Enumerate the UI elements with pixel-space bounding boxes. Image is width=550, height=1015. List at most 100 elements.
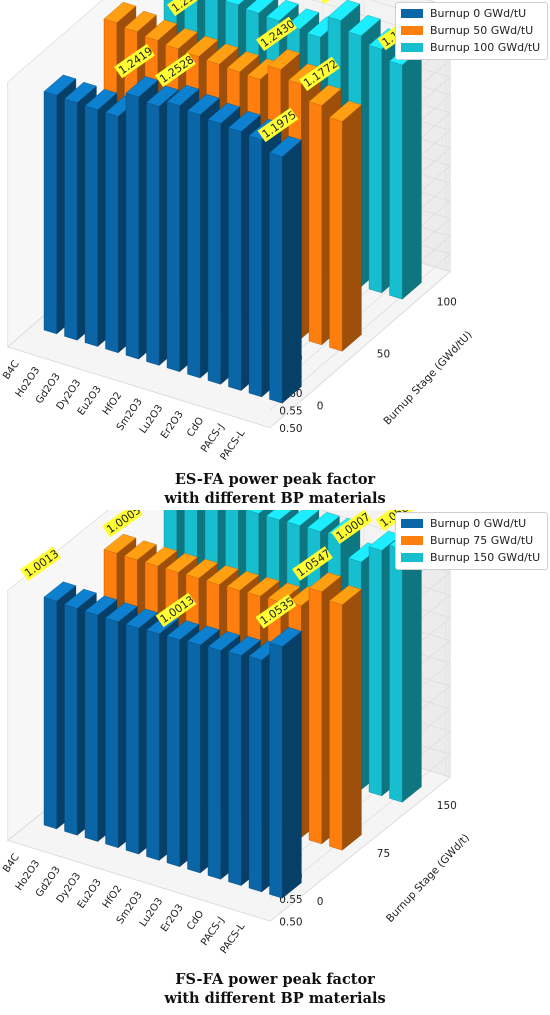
bar-top [228,110,261,132]
x-tick-label: HfO2 [101,390,125,417]
bar-top [247,576,280,597]
bar-front [269,152,283,404]
legend-label: Burnup 0 GWd/tU [430,7,527,20]
data-label-box [257,107,299,143]
bar-top [84,595,118,616]
bar-top [124,540,157,561]
x-tick-label: B4C [1,852,22,875]
caption-line-1: FS-FA power peak factor [175,971,375,988]
bar-top [226,571,260,591]
x-tick-label: Eu2O3 [76,384,104,418]
bar-top [269,627,302,647]
bar-front [64,98,78,341]
bar-front [105,112,119,354]
bar-top [226,51,260,73]
bar-top [245,0,275,14]
bar [389,44,422,300]
bar-top [267,48,301,71]
y-tick-label: 50 [377,349,390,361]
data-label-box [255,594,297,629]
x-tick-label: Er2O3 [159,902,186,934]
bar-top [144,19,178,41]
bar-top [308,84,342,106]
bar-front [187,110,201,379]
data-label-box [256,16,297,52]
y-tick-label: 0 [317,401,324,413]
bar-front [207,119,221,385]
bar-front [269,642,283,899]
legend-label: Burnup 150 GWd/tU [430,551,541,564]
bar-top [206,565,239,585]
y-tick-label: 0 [317,896,324,908]
legend-fs-fa: Burnup 0 GWd/tU Burnup 75 GWd/tU Burnup … [395,512,548,570]
bar [329,585,362,851]
y-tick-label: 100 [437,297,457,309]
legend-item-burnup-0: Burnup 0 GWd/tU [396,5,547,22]
bar [329,100,362,352]
legend-item-burnup-50: Burnup 50 GWd/tU [396,22,547,39]
bar-front [105,617,119,849]
bars [43,510,422,899]
bar-top [43,74,77,96]
y-tick-label: 150 [437,800,457,812]
bars [43,0,422,404]
legend-swatch-cyan [401,553,423,562]
x-tick-label: CdO [185,909,206,933]
bar-top [228,636,261,656]
data-label-box [155,52,196,88]
legend-item-burnup-150: Burnup 150 GWd/tU [396,549,547,566]
data-label-box [155,592,197,628]
legend-swatch-blue [401,9,423,18]
data-label-box [20,546,61,582]
y-axis-label: Burnup Stage (GWd/t) [384,832,472,925]
bar-front [64,604,78,836]
bar-top [187,625,220,646]
bar-top [165,28,198,50]
chart-es-fa-ppf: 0.500.550.600.650.700.750.800.850.900.95… [1,0,475,463]
bar-top [206,43,239,65]
caption-es-fa: ES-FA power peak factor with different B… [0,470,550,508]
bar-front [84,105,98,347]
data-label-box [331,510,373,545]
bar-front [207,646,221,880]
z-tick-label: 0.50 [279,423,302,435]
bar-front [146,629,160,861]
chart-panel-es-fa: 0.500.550.600.650.700.750.800.850.900.95… [0,0,550,508]
bar-front [308,587,322,845]
y-tick-label: 75 [377,848,390,860]
legend-es-fa: Burnup 0 GWd/tU Burnup 50 GWd/tU Burnup … [395,2,548,60]
x-tick-label: Er2O3 [159,409,186,441]
z-tick-label: 0.55 [279,405,302,417]
bar-top [146,85,179,107]
bar-top [329,100,362,122]
bar [269,627,302,899]
legend-label: Burnup 100 GWd/tU [430,41,541,54]
x-tick-label: HfO2 [101,884,125,911]
bar-top [165,553,198,573]
bar-top [329,585,362,606]
bar-top [307,512,340,532]
bar-front [368,546,382,797]
bar-side [282,630,302,899]
bar-front [389,545,403,803]
bar-front [228,127,242,391]
bar-top [207,631,241,651]
bar [389,529,422,803]
bar-top [267,582,301,603]
bar-top [166,620,200,641]
x-tick-label: B4C [1,359,22,382]
bar-top [43,581,77,602]
bar-top [327,0,361,21]
bar-front [248,655,262,893]
bar-top [166,84,200,106]
caption-line-2: with different BP materials [164,990,386,1007]
bar-front [248,135,262,398]
bar-front [84,610,98,842]
bar [269,135,302,404]
bar-top [246,510,264,514]
caption-fs-fa: FS-FA power peak factor with different B… [0,970,550,1008]
bar-front [187,640,201,874]
data-label-box [299,56,340,92]
bar-top [225,0,245,6]
legend-swatch-orange [401,26,423,35]
